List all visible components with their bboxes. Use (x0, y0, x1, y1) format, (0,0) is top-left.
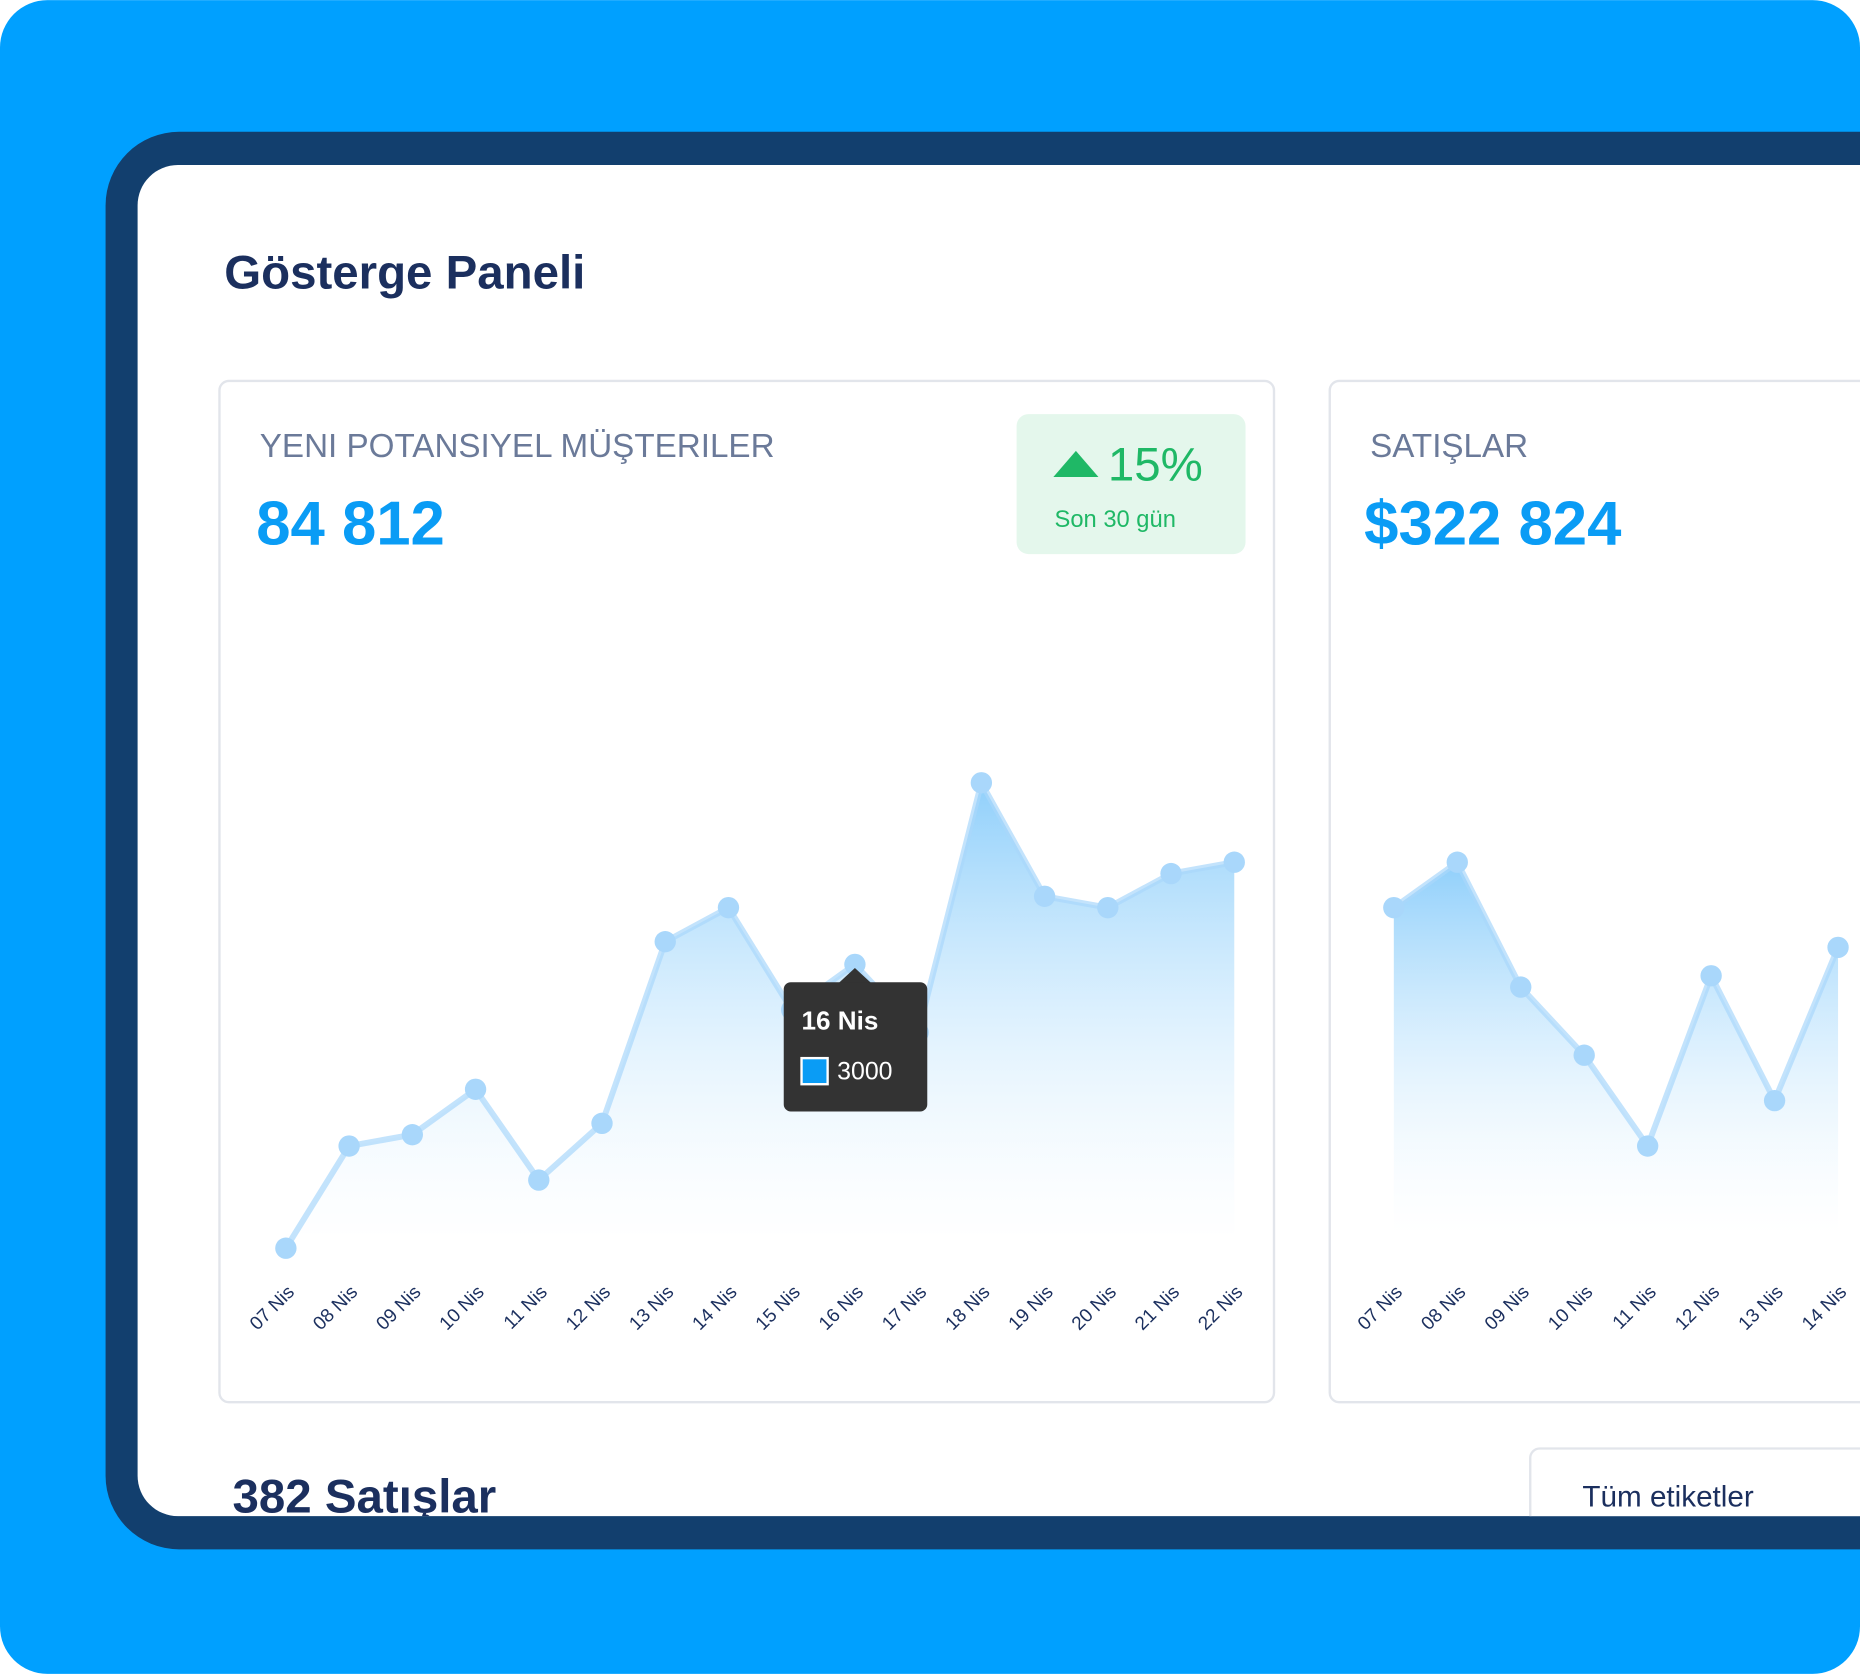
content: Gösterge Paneli YENI POTANSIYEL MÜŞTERIL… (218, 246, 1860, 1567)
point (1223, 851, 1245, 873)
filter-label[interactable]: Tüm etiketler (1582, 1481, 1753, 1514)
point (528, 1169, 550, 1191)
tooltip-title: 16 Nis (802, 1006, 879, 1036)
tooltip: 16 Nis 3000 (783, 967, 928, 1112)
area (285, 782, 1235, 1249)
point (1510, 976, 1532, 998)
tooltip-pointer (838, 967, 872, 984)
point (1763, 1089, 1786, 1112)
tooltip-value: 3000 (837, 1057, 892, 1085)
change-period: Son 30 gün (1055, 507, 1176, 533)
tooltip-swatch (800, 1056, 829, 1086)
point (654, 931, 676, 953)
point (1160, 862, 1182, 885)
card-value: 84 812 (256, 490, 445, 559)
card-label: SATIŞLAR (1370, 428, 1528, 465)
point (1097, 896, 1119, 919)
card-value: $322 824 (1364, 490, 1621, 559)
point (1573, 1044, 1595, 1066)
point (844, 953, 866, 976)
point (1827, 936, 1849, 959)
point (1383, 896, 1405, 919)
tooltip-box (783, 982, 928, 1112)
point (717, 896, 740, 919)
point (1033, 885, 1056, 907)
point (464, 1078, 487, 1100)
point (1446, 851, 1468, 873)
line (1392, 859, 1841, 1150)
up-arrow (1053, 450, 1099, 477)
section-title: 382 Satışlar (233, 1471, 497, 1524)
change-value: 15% (1108, 439, 1203, 492)
point (1636, 1135, 1659, 1157)
point (1700, 965, 1722, 987)
point (970, 772, 993, 794)
point (338, 1135, 360, 1157)
card-label: YENI POTANSIYEL MÜŞTERILER (260, 428, 775, 465)
point (275, 1237, 297, 1259)
area (1393, 862, 1839, 1234)
point (401, 1124, 424, 1146)
filter-select[interactable] (1529, 1447, 1860, 1567)
point (591, 1112, 613, 1135)
page-title: Gösterge Paneli (224, 246, 585, 299)
line (283, 779, 1235, 1250)
change-badge (1016, 414, 1246, 555)
